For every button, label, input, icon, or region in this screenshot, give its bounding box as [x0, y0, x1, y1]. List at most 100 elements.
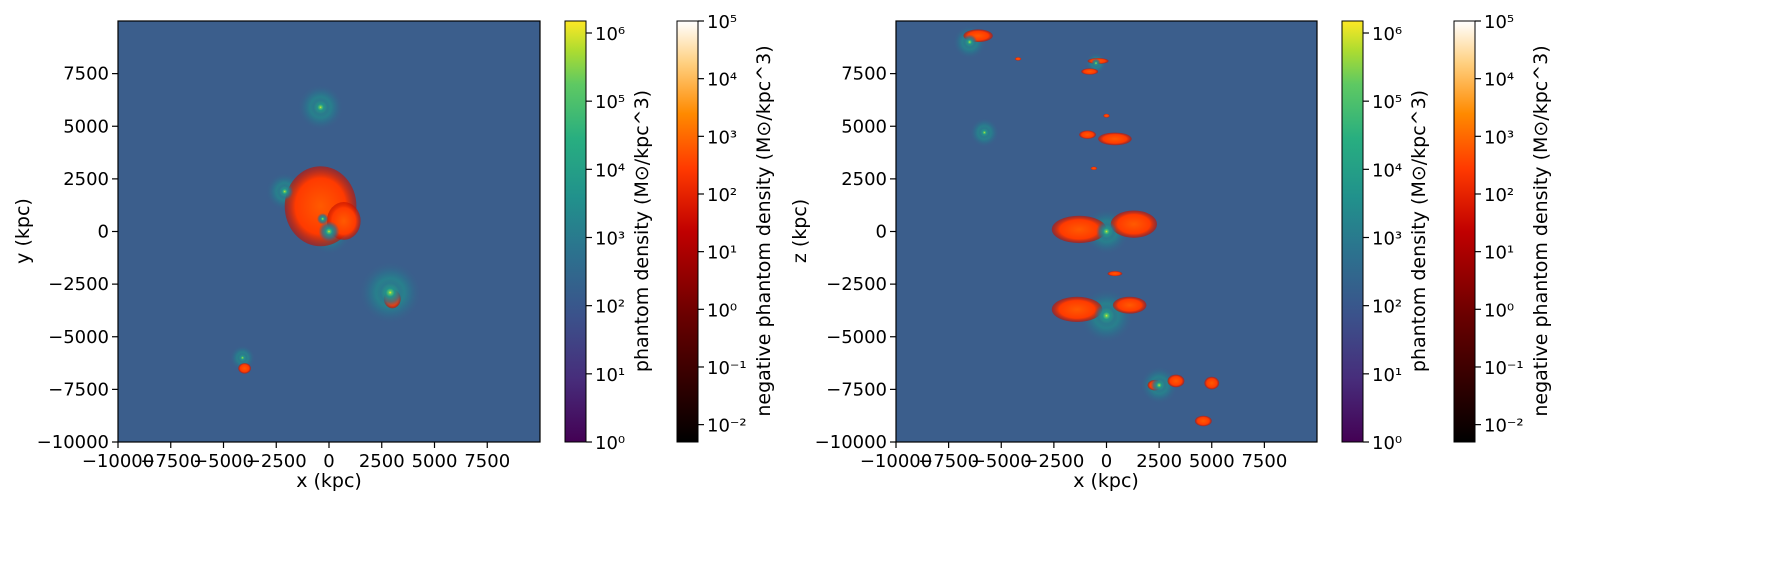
negative-phantom-density-colorbar: 10⁻² 10⁻¹ 10⁰ 10¹ 10² 10³ 10⁴ 10⁵ negative phan…	[1453, 12, 1552, 443]
colorbar-tick-label: 10⁻¹	[707, 358, 747, 379]
xz-density-panel: −10000−7500−5000−2500 0 2500 5000 7500 −1000…	[789, 12, 1552, 492]
density-map	[229, 84, 422, 374]
colorbar-tick-label: 10²	[1372, 297, 1402, 318]
x-tick-label: −5000	[971, 451, 1032, 472]
colorbar-tick-label: 10⁴	[707, 70, 737, 91]
negative-region-2	[1081, 68, 1099, 75]
x-tick-label: 2500	[1136, 451, 1182, 472]
x-axis-ticks: −10000−7500−5000−2500 0 2500 5000 7500	[82, 442, 510, 472]
colorbar-tick-label: 10²	[707, 185, 737, 206]
halo-core-4	[236, 352, 249, 364]
colorbar-tick-label: 10⁻¹	[1484, 358, 1524, 379]
negative-region-12	[1112, 296, 1147, 314]
x-tick-label: −2500	[1023, 451, 1084, 472]
colorbar-tick-label: 10⁻²	[707, 416, 747, 437]
colorbar-label: negative phantom density (M⊙/kpc^3)	[1530, 45, 1552, 416]
negative-region-5	[1079, 130, 1096, 139]
negative-region-8	[1051, 215, 1107, 244]
xy-density-panel: −10000−7500−5000−2500 0 2500 5000 7500 −1000…	[12, 12, 775, 492]
halo-core-3	[375, 278, 405, 307]
density-map	[952, 25, 1220, 427]
y-axis-ticks: −10000 −7500 −5000 −2500 0 2500 5000 7500	[37, 64, 118, 453]
y-tick-label: 0	[98, 222, 109, 243]
colorbar-tick-label: 10⁵	[595, 92, 625, 113]
y-axis-label: y (kpc)	[12, 198, 34, 264]
y-tick-label: 5000	[841, 116, 887, 137]
halo-core-5	[977, 125, 992, 140]
colorbar-tick-label: 10⁶	[1372, 24, 1402, 45]
y-tick-label: 7500	[63, 64, 109, 85]
colorbar-ticks: 10⁰ 10¹ 10² 10³ 10⁴ 10⁵ 10⁶	[1363, 24, 1402, 454]
y-tick-label: 2500	[841, 169, 887, 190]
negative-region-9	[1110, 210, 1158, 238]
x-axis-label: x (kpc)	[296, 470, 362, 492]
colorbar-ticks: 10⁻² 10⁻¹ 10⁰ 10¹ 10² 10³ 10⁴ 10⁵	[698, 12, 747, 437]
x-tick-label: 5000	[412, 451, 458, 472]
negative-region-14	[1167, 374, 1185, 388]
x-tick-label: −10000	[82, 451, 154, 472]
colorbar-tick-label: 10³	[595, 229, 625, 250]
colorbar-tick-label: 10⁰	[1484, 300, 1514, 321]
negative-region-15	[1204, 376, 1220, 390]
halo-core-4	[1091, 58, 1101, 68]
y-tick-label: −2500	[826, 274, 887, 295]
colorbar-ticks: 10⁻² 10⁻¹ 10⁰ 10¹ 10² 10³ 10⁴ 10⁵	[1475, 12, 1524, 437]
colorbar-gradient	[1453, 20, 1476, 443]
colorbar-tick-label: 10²	[1484, 185, 1514, 206]
colorbar-tick-label: 10⁶	[595, 24, 625, 45]
halo-core-2	[962, 34, 978, 50]
colorbar-tick-label: 10⁴	[1484, 70, 1514, 91]
colorbar-tick-label: 10¹	[1372, 365, 1402, 386]
x-tick-label: 5000	[1189, 451, 1235, 472]
colorbar-tick-label: 10⁰	[1372, 433, 1402, 454]
colorbar-tick-label: 10⁰	[707, 300, 737, 321]
negative-phantom-density-colorbar: 10⁻² 10⁻¹ 10⁰ 10¹ 10² 10³ 10⁴ 10⁵ negative phan…	[676, 12, 775, 443]
halo-core-2	[316, 213, 329, 225]
phantom-density-colorbar: 10⁰ 10¹ 10² 10³ 10⁴ 10⁵ 10⁶ phantom density (M…	[1341, 20, 1430, 454]
y-tick-label: −5000	[826, 327, 887, 348]
negative-region-10	[1107, 271, 1123, 277]
y-tick-label: −2500	[48, 274, 109, 295]
x-tick-label: 0	[323, 451, 334, 472]
colorbar-tick-label: 10⁴	[595, 160, 625, 181]
negative-region-4	[1103, 113, 1110, 118]
colorbar-tick-label: 10⁰	[595, 433, 625, 454]
colorbar-tick-label: 10¹	[1484, 243, 1514, 264]
colorbar-tick-label: 10⁵	[707, 12, 737, 33]
negative-region-7	[1090, 166, 1098, 171]
colorbar-gradient	[676, 20, 699, 443]
negative-region-11	[1051, 296, 1103, 323]
phantom-density-colorbar: 10⁰ 10¹ 10² 10³ 10⁴ 10⁵ 10⁶ phantom density (M…	[564, 20, 653, 454]
colorbar-tick-label: 10⁻²	[1484, 416, 1524, 437]
colorbar-tick-label: 10⁴	[1372, 160, 1402, 181]
y-tick-label: 2500	[63, 169, 109, 190]
y-tick-label: −5000	[48, 327, 109, 348]
colorbar-tick-label: 10⁵	[1484, 12, 1514, 33]
colorbar-gradient	[1341, 20, 1364, 443]
colorbar-label: phantom density (M⊙/kpc^3)	[631, 90, 653, 372]
x-tick-label: −5000	[193, 451, 254, 472]
negative-region-1	[1014, 57, 1022, 61]
x-axis-ticks: −10000−7500−5000−2500 0 2500 5000 7500	[860, 442, 1287, 472]
halo-core-0	[318, 221, 340, 242]
colorbar-tick-label: 10³	[707, 127, 737, 148]
halo-core-0	[1096, 221, 1117, 242]
x-tick-label: −7500	[140, 451, 201, 472]
y-tick-label: −10000	[815, 432, 887, 453]
x-axis-label: x (kpc)	[1073, 470, 1139, 492]
y-axis-label: z (kpc)	[789, 199, 811, 263]
colorbar-ticks: 10⁰ 10¹ 10² 10³ 10⁴ 10⁵ 10⁶	[586, 24, 625, 454]
y-tick-label: −7500	[48, 379, 109, 400]
halo-core-5	[310, 96, 332, 118]
halo-core-3	[1150, 376, 1168, 394]
x-tick-label: 7500	[1241, 451, 1287, 472]
colorbar-tick-label: 10⁵	[1372, 92, 1402, 113]
x-tick-label: 7500	[464, 451, 510, 472]
x-tick-label: −7500	[918, 451, 979, 472]
negative-region-16	[1194, 415, 1212, 427]
y-axis-ticks: −10000 −7500 −5000 −2500 0 2500 5000 7500	[815, 64, 896, 453]
colorbar-tick-label: 10¹	[707, 243, 737, 264]
colorbar-tick-label: 10¹	[595, 365, 625, 386]
negative-region-3	[238, 363, 251, 374]
